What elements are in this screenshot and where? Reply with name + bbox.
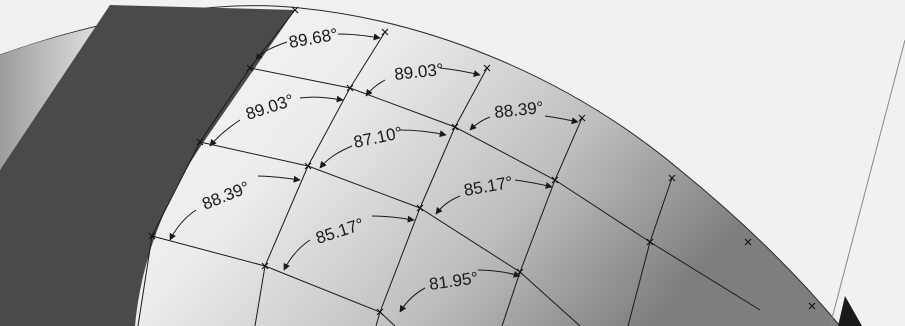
- plane-edge: [829, 39, 905, 326]
- vertex-mark: [346, 84, 354, 92]
- vertex-mark: [808, 302, 816, 310]
- vertex-mark: [483, 64, 491, 72]
- vertex-mark: [376, 308, 384, 316]
- vertex-mark: [578, 114, 586, 122]
- vertex-mark: [744, 238, 752, 246]
- vertex-mark: [451, 123, 459, 131]
- vertex-mark: [646, 238, 654, 246]
- dark-corner: [838, 296, 862, 326]
- vertex-mark: [416, 204, 424, 212]
- vertex-mark: [304, 162, 312, 170]
- vertex-mark: [381, 28, 389, 36]
- vertex-mark: [291, 6, 299, 14]
- vertex-mark: [196, 138, 204, 146]
- vertex-mark: [551, 176, 559, 184]
- vertex-mark: [261, 262, 269, 270]
- vertex-mark: [668, 174, 676, 182]
- dark-band: [0, 5, 295, 326]
- vertex-mark: [246, 64, 254, 72]
- angle-arrows: [169, 33, 579, 313]
- vertex-marks: [148, 6, 816, 316]
- vertex-mark: [148, 232, 156, 240]
